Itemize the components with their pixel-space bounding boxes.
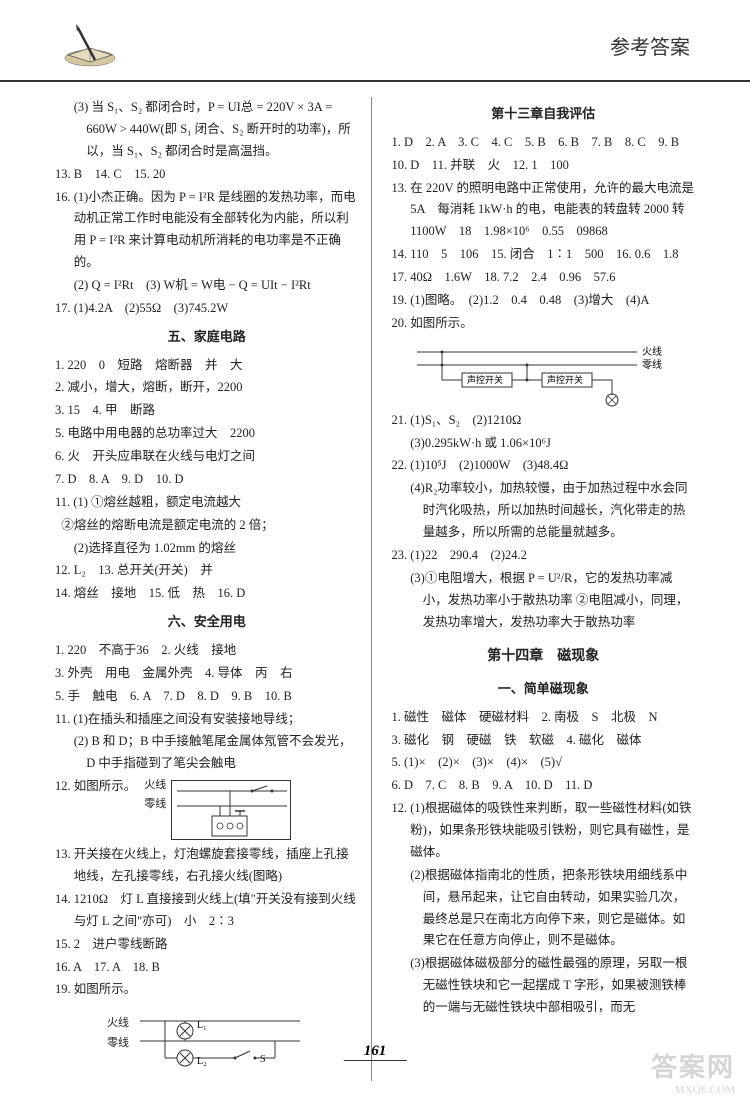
svg-text:声控开关: 声控开关 bbox=[467, 374, 503, 385]
answer-line: 16. (1)小杰正确。因为 P = I²R 是线圈的发热功率，而电动机正常工作… bbox=[55, 187, 359, 275]
section-title: 六、安全用电 bbox=[55, 611, 359, 634]
answer-line: 6. 火 开头应串联在火线与电灯之间 bbox=[55, 446, 359, 468]
right-column: 第十三章自我评估 1. D 2. A 3. C 4. C 5. B 6. B 7… bbox=[387, 97, 696, 1081]
answer-line: 14. 熔丝 接地 15. 低 热 16. D bbox=[55, 583, 359, 605]
svg-text:S: S bbox=[260, 1054, 266, 1065]
page-title: 参考答案 bbox=[610, 31, 690, 60]
answer-line: 6. D 7. C 8. B 9. A 10. D 11. D bbox=[392, 775, 696, 797]
answer-line: 17. 40Ω 1.6W 18. 7.2 2.4 0.96 57.6 bbox=[392, 267, 696, 289]
answer-line: 12. 如图所示。 bbox=[55, 776, 136, 798]
left-column: (3) 当 S₁、S₂ 都闭合时，P = UI总 = 220V × 3A = 6… bbox=[55, 97, 372, 1081]
wire-label: 零线 bbox=[144, 795, 166, 814]
answer-line: 5. 手 触电 6. A 7. D 8. D 9. B 10. B bbox=[55, 686, 359, 708]
answer-line: 3. 磁化 钢 硬磁 铁 软磁 4. 磁化 磁体 bbox=[392, 730, 696, 752]
section-title: 一、简单磁现象 bbox=[392, 678, 696, 701]
answer-line: 12. (1)根据磁体的吸铁性来判断，取一些磁性材料(如铁粉)，如果条形铁块能吸… bbox=[392, 798, 696, 864]
chapter-title: 第十四章 磁现象 bbox=[392, 645, 696, 670]
page-number: 161 bbox=[344, 1043, 407, 1061]
answer-line: (3) 当 S₁、S₂ 都闭合时，P = UI总 = 220V × 3A = 6… bbox=[55, 97, 359, 163]
svg-text:零线: 零线 bbox=[642, 358, 662, 371]
circuit-diagram: L₁ L₂ S 火线 零线 bbox=[105, 1006, 305, 1076]
answer-line: 11. (1)在插头和插座之间没有安装接地导线； bbox=[55, 709, 359, 731]
answer-line: (2) Q = I²Rt (3) W机 = W电 − Q = UIt − I²R… bbox=[55, 275, 359, 297]
answer-line: 11. (1) ①熔丝越粗，额定电流越大 bbox=[55, 492, 359, 514]
answer-line: (3)根据磁体磁极部分的磁性最强的原理，另取一根无磁性铁块和它一起摆成 T 字形… bbox=[392, 953, 696, 1019]
circuit-diagram: 声控开关 声控开关 火线 零线 bbox=[412, 340, 662, 405]
answer-line: 12. L₂ 13. 总开关(开关) 并 bbox=[55, 560, 359, 582]
answer-line: 5. 电路中用电器的总功率过大 2200 bbox=[55, 423, 359, 445]
answer-line: 19. (1)图略。 (2)1.2 0.4 0.48 (3)增大 (4)A bbox=[392, 290, 696, 312]
svg-text:L₁: L₁ bbox=[197, 1020, 207, 1031]
answer-line: 1. D 2. A 3. C 4. C 5. B 6. B 7. B 8. C … bbox=[392, 132, 696, 154]
svg-text:声控开关: 声控开关 bbox=[547, 374, 583, 385]
wire-label: 火线 bbox=[144, 776, 166, 795]
answer-line: 13. 开关接在火线上，灯泡螺旋套接零线，插座上孔接地线，左孔接零线，右孔接火线… bbox=[55, 844, 359, 888]
answer-line: 13. 在 220V 的照明电路中正常使用，允许的最大电流是 5A 每消耗 1k… bbox=[392, 178, 696, 244]
watermark-text: 答案网 bbox=[651, 1047, 735, 1084]
answer-line: 5. (1)× (2)× (3)× (4)× (5)√ bbox=[392, 752, 696, 774]
answer-line: ②熔丝的熔断电流是额定电流的 2 倍； bbox=[55, 515, 359, 537]
answer-line: 14. 110 5 106 15. 闭合 1∶1 500 16. 0.6 1.8 bbox=[392, 244, 696, 266]
circuit-diagram bbox=[171, 780, 291, 840]
content-area: (3) 当 S₁、S₂ 都闭合时，P = UI总 = 220V × 3A = 6… bbox=[0, 97, 750, 1081]
answer-line: (3)①电阻增大，根据 P = U²/R，它的发热功率减小，发热功率小于散热功率… bbox=[392, 568, 696, 634]
answer-line: 20. 如图所示。 bbox=[392, 313, 696, 335]
chapter-eval-title: 第十三章自我评估 bbox=[392, 103, 696, 126]
answer-line: 1. 磁性 磁体 硬磁材料 2. 南极 S 北极 N bbox=[392, 707, 696, 729]
svg-text:火线: 火线 bbox=[642, 345, 662, 358]
watermark-url: MXQE.COM bbox=[651, 1084, 735, 1096]
answer-line: 16. A 17. A 18. B bbox=[55, 957, 359, 979]
answer-line: 10. D 11. 并联 火 12. 1 100 bbox=[392, 155, 696, 177]
answer-line: 22. (1)10⁵J (2)1000W (3)48.4Ω bbox=[392, 455, 696, 477]
answer-line: 23. (1)22 290.4 (2)24.2 bbox=[392, 545, 696, 567]
answer-line: (4)R₂功率较小，加热较慢，由于加热过程中水会同时汽化吸热，所以加热时间越长，… bbox=[392, 478, 696, 544]
answer-line: 2. 减小，增大，熔断，断开，2200 bbox=[55, 377, 359, 399]
answer-line: 15. 2 进户零线断路 bbox=[55, 934, 359, 956]
answer-line: 7. D 8. A 9. D 10. D bbox=[55, 469, 359, 491]
answer-line: 21. (1)S₁、S₂ (2)1210Ω bbox=[392, 410, 696, 432]
answer-line: 14. 1210Ω 灯 L 直接接到火线上(填"开关没有接到火线与灯 L 之间"… bbox=[55, 889, 359, 933]
answer-line: (3)0.295kW·h 或 1.06×10⁶J bbox=[392, 433, 696, 455]
answer-line: 3. 外壳 用电 金属外壳 4. 导体 丙 右 bbox=[55, 663, 359, 685]
answer-line: 1. 220 不高于36 2. 火线 接地 bbox=[55, 640, 359, 662]
answer-line: 13. B 14. C 15. 20 bbox=[55, 164, 359, 186]
answer-line: (2) B 和 D；B 中手接触笔尾金属体氖管不会发光，D 中手指碰到了笔尖会触… bbox=[55, 731, 359, 775]
page-header: 参考答案 bbox=[0, 0, 750, 82]
answer-line: 19. 如图所示。 bbox=[55, 979, 359, 1001]
answer-line: 3. 15 4. 甲 断路 bbox=[55, 400, 359, 422]
answer-line: 17. (1)4.2A (2)55Ω (3)745.2W bbox=[55, 298, 359, 320]
answer-line: (2)选择直径为 1.02mm 的熔丝 bbox=[55, 538, 359, 560]
watermark: 答案网 MXQE.COM bbox=[651, 1047, 735, 1096]
answer-line: (2)根据磁体指南北的性质，把条形铁块用细线系中间，悬吊起来，让它自由转动，如果… bbox=[392, 865, 696, 953]
book-pencil-icon bbox=[60, 20, 120, 70]
wire-label: 火线 bbox=[107, 1014, 129, 1033]
answer-line: 1. 220 0 短路 熔断器 并 大 bbox=[55, 355, 359, 377]
section-title: 五、家庭电路 bbox=[55, 326, 359, 349]
wire-label: 零线 bbox=[107, 1034, 129, 1053]
